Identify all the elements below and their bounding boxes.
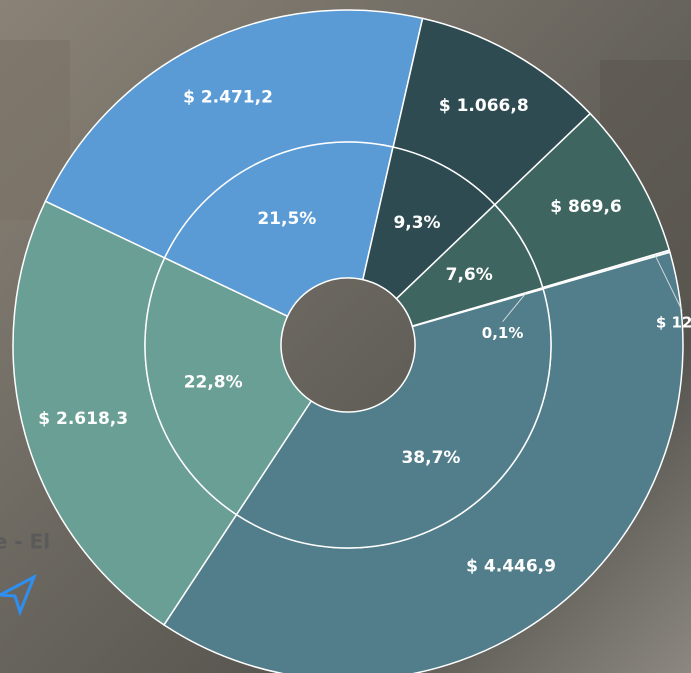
inner-segment	[163, 141, 394, 318]
inner-value-label: 21,5%	[257, 209, 316, 229]
inner-value-label: 38,7%	[401, 448, 460, 468]
outer-value-label: $ 2.471,2	[183, 88, 273, 108]
outer-value-label: $ 869,6	[550, 197, 622, 217]
outer-value-label: $ 1.066,8	[439, 96, 529, 116]
inner-value-label: 7,6%	[446, 265, 493, 285]
leader-line	[502, 293, 527, 323]
outer-value-label: $ 12,0	[656, 313, 691, 331]
inner-segment	[144, 256, 313, 516]
arrow-icon	[0, 573, 37, 617]
inner-value-label: 22,8%	[184, 373, 243, 393]
donut: $ 2.471,2 $ 1.066,8 $ 869,6 $ 12,0 $ 4.446,9…	[12, 9, 691, 673]
inner-segment	[235, 288, 552, 549]
inner-value-label: 0,1%	[482, 324, 524, 342]
annotation: e - El	[0, 530, 50, 554]
outer-value-label: $ 2.618,3	[38, 409, 128, 429]
inner-value-label: 9,3%	[393, 213, 440, 233]
outer-value-label: $ 4.446,9	[466, 556, 556, 576]
leader-line	[654, 255, 683, 311]
